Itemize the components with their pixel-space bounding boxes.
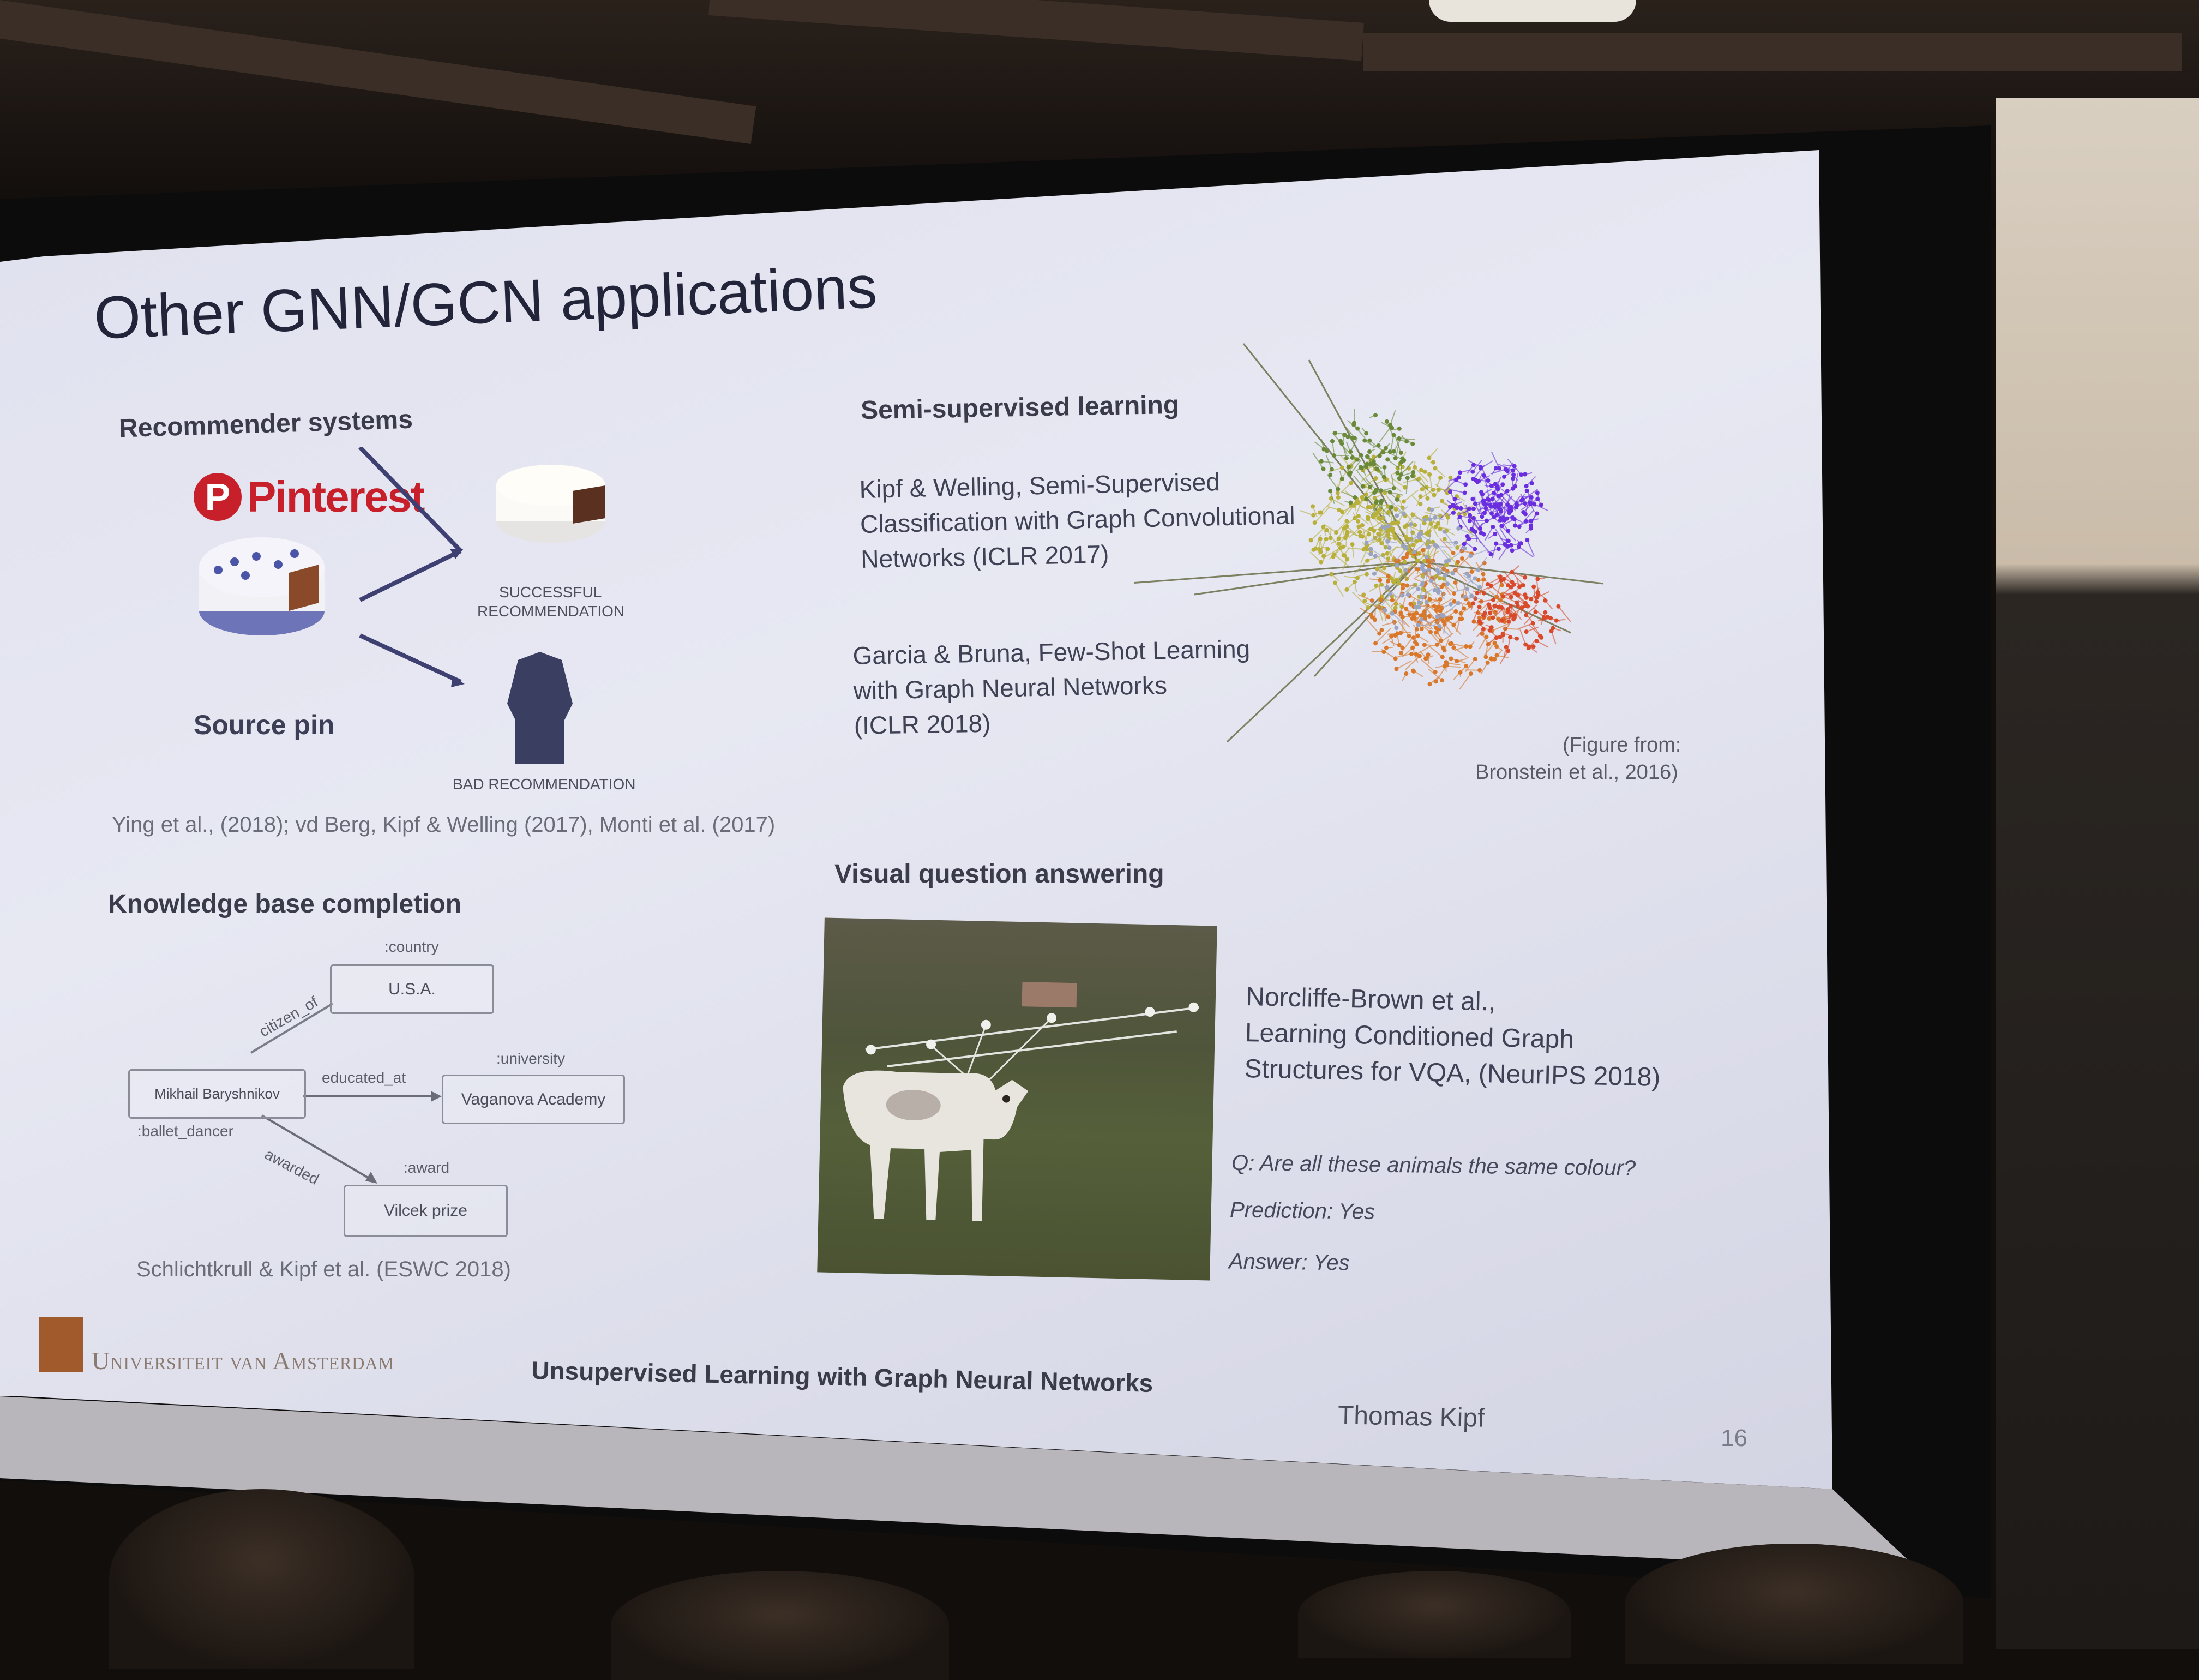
source-pin-cake-icon bbox=[199, 537, 325, 635]
successful-label-line2: RECOMMENDATION bbox=[477, 603, 624, 620]
recommender-figure bbox=[180, 447, 671, 796]
recommender-citation: Ying et al., (2018); vd Berg, Kipf & Wel… bbox=[112, 813, 775, 837]
ceiling-beam bbox=[708, 0, 1364, 61]
source-pin-label: Source pin bbox=[194, 709, 334, 741]
knowledge-base-citation: Schlichtkrull & Kipf et al. (ESWC 2018) bbox=[136, 1257, 511, 1282]
audience-head bbox=[1298, 1571, 1571, 1658]
usa-type-label: :country bbox=[384, 938, 439, 956]
semi-supervised-heading: Semi-supervised learning bbox=[861, 390, 1180, 425]
university-name: Universiteit van Amsterdam bbox=[92, 1346, 394, 1375]
wall bbox=[1996, 98, 2199, 1649]
successful-label-line1: SUCCESSFUL bbox=[499, 584, 602, 601]
successful-cake-icon bbox=[496, 465, 605, 543]
audience-head bbox=[611, 1571, 949, 1680]
vqa-prediction: Prediction: Yes bbox=[1230, 1198, 1375, 1225]
ceiling-beam bbox=[1363, 33, 2182, 71]
node-vilcek: Vilcek prize bbox=[344, 1185, 508, 1237]
node-usa: U.S.A. bbox=[330, 964, 494, 1014]
edge-educated-label: educated_at bbox=[322, 1069, 406, 1087]
figure-credit-line1: (Figure from: bbox=[1563, 734, 1681, 757]
bad-recommendation-label: BAD RECOMMENDATION bbox=[453, 776, 636, 793]
page-number: 16 bbox=[1721, 1425, 1747, 1452]
sweater-icon bbox=[507, 652, 573, 764]
mikhail-type-label: :ballet_dancer bbox=[137, 1123, 233, 1140]
arrow-down bbox=[360, 635, 461, 682]
knowledge-base-heading: Knowledge base completion bbox=[108, 889, 461, 919]
vqa-cow-photo bbox=[817, 918, 1217, 1281]
uva-logo-icon bbox=[39, 1317, 83, 1372]
audience-head bbox=[109, 1489, 414, 1669]
node-vaganova: Vaganova Academy bbox=[442, 1075, 625, 1124]
vilcek-type-label: :award bbox=[404, 1159, 449, 1177]
ceiling-light bbox=[1429, 0, 1636, 22]
vqa-answer: Answer: Yes bbox=[1229, 1249, 1350, 1275]
vaganova-type-label: :university bbox=[496, 1050, 565, 1067]
audience-head bbox=[1625, 1544, 1963, 1664]
arrow-up bbox=[360, 447, 461, 551]
vqa-reference: Norcliffe-Brown et al., Learning Conditi… bbox=[1244, 979, 1662, 1096]
ceiling-beam bbox=[0, 0, 756, 144]
cow-icon bbox=[829, 1054, 1040, 1244]
graph-embedding-figure bbox=[1134, 327, 1614, 829]
node-mikhail: Mikhail Baryshnikov bbox=[128, 1069, 306, 1119]
figure-credit-line2: Bronstein et al., 2016) bbox=[1475, 761, 1678, 784]
vqa-heading: Visual question answering bbox=[834, 859, 1164, 889]
speaker-name: Thomas Kipf bbox=[1337, 1400, 1485, 1433]
